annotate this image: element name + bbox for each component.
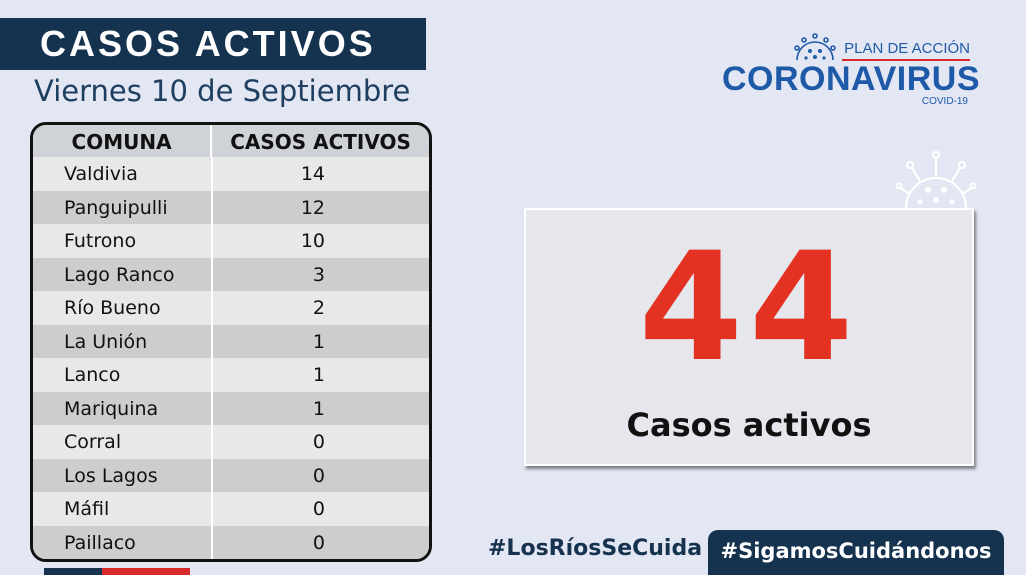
table-body: Valdivia 14 Panguipulli 12 Futrono 10 Lago Ran… xyxy=(33,157,429,559)
logo-divider xyxy=(842,59,970,61)
hashtag-sigamos: #SigamosCuidándonos xyxy=(708,530,1004,575)
total-cases-number: 44 xyxy=(638,221,860,395)
cases-table: COMUNA CASOS ACTIVOS Valdivia 14 Panguipul… xyxy=(30,122,432,562)
casos-cell: 0 xyxy=(211,525,429,559)
table-row: Lago Ranco 3 xyxy=(33,257,429,291)
coronavirus-icon xyxy=(794,33,836,61)
casos-cell: 1 xyxy=(211,391,429,425)
comuna-cell: Máfil xyxy=(64,498,110,520)
hashtag-los-rios: #LosRíosSeCuida xyxy=(488,536,703,561)
title-banner: CASOS ACTIVOS xyxy=(0,18,426,70)
table-header: COMUNA CASOS ACTIVOS xyxy=(33,125,429,157)
column-header-casos: CASOS ACTIVOS xyxy=(210,125,429,157)
comuna-cell: Los Lagos xyxy=(64,464,158,487)
flag-stripe-blue xyxy=(44,568,102,575)
casos-cell: 12 xyxy=(211,190,429,224)
casos-cell: 14 xyxy=(211,157,429,191)
logo-top-text: PLAN DE ACCIÓN xyxy=(844,40,970,57)
comuna-cell: Paillaco xyxy=(64,531,136,554)
table-row: Paillaco 0 xyxy=(33,525,429,559)
casos-cell: 0 xyxy=(211,425,429,459)
casos-cell: 1 xyxy=(211,324,429,358)
table-row: Río Bueno 2 xyxy=(33,291,429,325)
comuna-cell: Lago Ranco xyxy=(64,263,175,286)
flag-stripe-red xyxy=(102,568,190,575)
table-row: Futrono 10 xyxy=(33,224,429,258)
casos-cell: 1 xyxy=(211,358,429,392)
comuna-cell: Valdivia xyxy=(64,163,138,185)
comuna-cell: La Unión xyxy=(64,330,148,353)
table-row: Valdivia 14 xyxy=(33,157,429,191)
comuna-cell: Corral xyxy=(64,431,122,453)
total-cases-card: 44 Casos activos xyxy=(524,208,974,466)
comuna-cell: Río Bueno xyxy=(64,297,161,319)
table-row: Panguipulli 12 xyxy=(33,190,429,224)
coronavirus-logo: PLAN DE ACCIÓN CORONAVIRUS COVID-19 xyxy=(722,32,980,112)
column-header-comuna: COMUNA xyxy=(71,130,172,154)
comuna-cell: Mariquina xyxy=(64,397,159,420)
casos-cell: 2 xyxy=(211,291,429,325)
page-title: CASOS ACTIVOS xyxy=(40,23,376,64)
table-row: Los Lagos 0 xyxy=(33,458,429,492)
comuna-cell: Lanco xyxy=(64,364,121,386)
logo-sub-text: COVID-19 xyxy=(921,96,968,107)
comuna-cell: Futrono xyxy=(64,230,137,252)
table-row: Mariquina 1 xyxy=(33,391,429,425)
table-row: Corral 0 xyxy=(33,425,429,459)
coronavirus-icon xyxy=(896,150,976,209)
comuna-cell: Panguipulli xyxy=(64,196,168,219)
table-row: La Unión 1 xyxy=(33,324,429,358)
casos-cell: 10 xyxy=(211,224,429,258)
table-row: Máfil 0 xyxy=(33,492,429,526)
date-subtitle: Viernes 10 de Septiembre xyxy=(34,74,411,108)
total-cases-label: Casos activos xyxy=(626,406,872,444)
casos-cell: 0 xyxy=(211,492,429,526)
casos-cell: 0 xyxy=(211,458,429,492)
logo-main-text: CORONAVIRUS xyxy=(722,60,980,98)
casos-cell: 3 xyxy=(211,257,429,291)
table-row: Lanco 1 xyxy=(33,358,429,392)
